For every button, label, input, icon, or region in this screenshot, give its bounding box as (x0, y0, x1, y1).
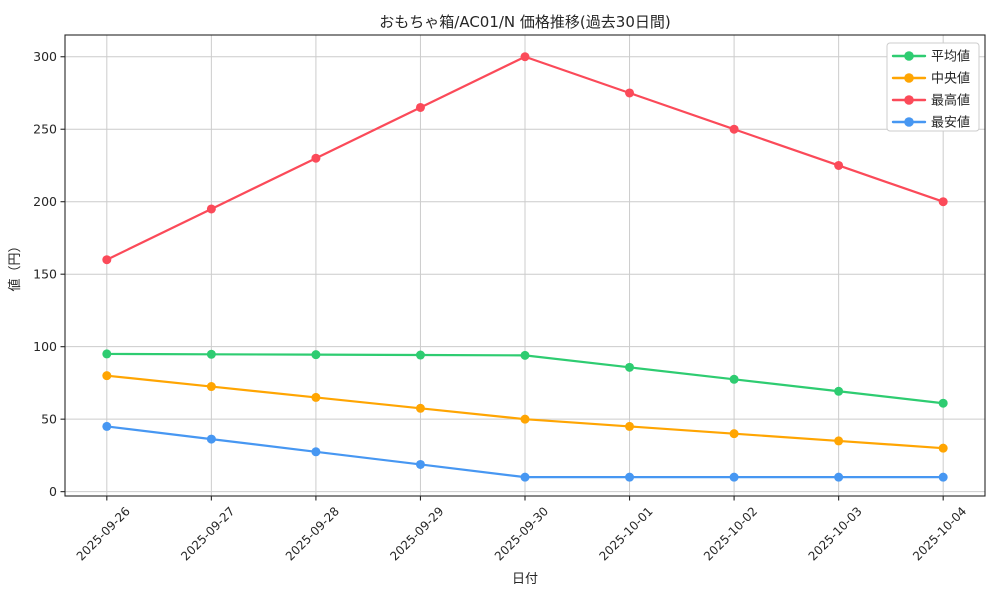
data-point-max (938, 197, 948, 207)
data-point-max (102, 255, 112, 265)
data-point-min (206, 434, 216, 444)
data-point-min (729, 472, 739, 482)
legend-box (886, 42, 980, 132)
data-point-median (520, 414, 530, 424)
y-tick-label: 100 (33, 339, 57, 354)
data-point-min (625, 472, 635, 482)
chart-title: おもちゃ箱/AC01/N 価格推移(過去30日間) (379, 13, 670, 31)
data-point-max (415, 102, 425, 112)
data-point-median (311, 392, 321, 402)
y-tick-label: 300 (33, 49, 57, 64)
y-tick-label: 150 (33, 266, 57, 281)
data-point-average (938, 398, 948, 408)
data-point-max (729, 124, 739, 134)
y-tick-label: 50 (41, 411, 57, 426)
data-point-average (520, 350, 530, 360)
y-tick-label: 0 (49, 484, 57, 499)
data-point-max (206, 204, 216, 214)
data-point-max (834, 160, 844, 170)
legend-label-average: 平均値 (931, 49, 970, 65)
y-axis-label: 値（円） (7, 239, 23, 291)
data-point-median (102, 371, 112, 381)
data-point-median (834, 436, 844, 446)
legend-label-max: 最高値 (931, 93, 970, 109)
data-point-average (102, 349, 112, 359)
data-point-average (729, 374, 739, 384)
data-point-average (834, 386, 844, 396)
data-point-average (625, 362, 635, 372)
data-point-median (415, 403, 425, 413)
data-point-max (625, 88, 635, 98)
data-point-average (206, 349, 216, 359)
data-point-max (311, 153, 321, 163)
data-point-max (520, 52, 530, 62)
data-point-min (102, 421, 112, 431)
data-point-median (206, 382, 216, 392)
y-tick-label: 250 (33, 121, 57, 136)
legend-marker-min (904, 117, 914, 127)
legend-label-min: 最安値 (931, 115, 970, 131)
data-point-median (938, 443, 948, 453)
legend-marker-median (904, 73, 914, 83)
data-point-min (520, 472, 530, 482)
legend-marker-max (904, 95, 914, 105)
data-point-average (415, 350, 425, 360)
legend-label-median: 中央値 (931, 71, 970, 87)
data-point-min (311, 447, 321, 457)
legend-marker-average (904, 51, 914, 61)
data-point-average (311, 350, 321, 360)
y-tick-label: 200 (33, 194, 57, 209)
data-point-min (834, 472, 844, 482)
data-point-median (729, 429, 739, 439)
data-point-min (938, 472, 948, 482)
data-point-median (625, 421, 635, 431)
data-point-min (415, 459, 425, 469)
x-axis-label: 日付 (512, 572, 538, 587)
